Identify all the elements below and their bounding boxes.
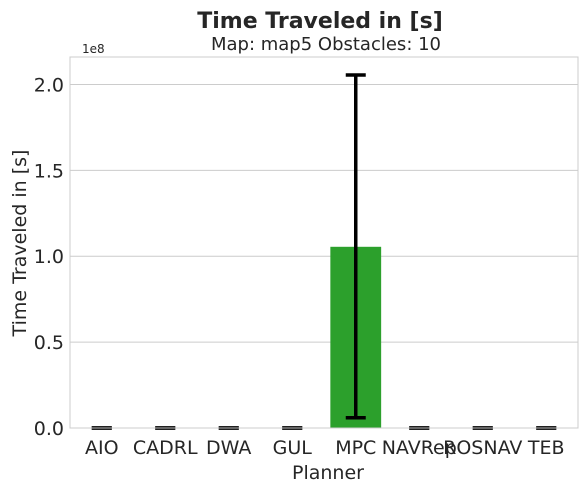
y-tick-label: 0.5	[34, 332, 64, 354]
x-tick-label: GUL	[273, 437, 313, 459]
x-axis-label: Planner	[292, 462, 364, 484]
y-tick-labels: 0.0 0.5 1.0 1.5 2.0	[34, 74, 64, 440]
x-tick-label: CADRL	[133, 437, 198, 459]
y-tick-label: 1.0	[34, 246, 64, 268]
y-axis-label: Time Traveled in [s]	[9, 150, 31, 338]
x-tick-label: AIO	[85, 437, 119, 459]
error-bars	[91, 73, 557, 430]
chart-subtitle: Map: map5 Obstacles: 10	[211, 34, 441, 55]
x-tick-label: DWA	[206, 437, 251, 459]
x-tick-label: NAVRep	[382, 437, 457, 459]
x-tick-label: MPC	[335, 437, 376, 459]
plot-frame	[69, 56, 579, 429]
x-tick-label: TEB	[527, 437, 565, 459]
y-tick-label: 1.5	[34, 160, 64, 182]
y-offset-label: 1e8	[82, 42, 105, 56]
y-tick-label: 0.0	[34, 418, 64, 440]
grid-lines	[70, 83, 578, 429]
x-tick-label: ROSNAV	[443, 437, 522, 459]
chart-title: Time Traveled in [s]	[197, 9, 443, 34]
y-tick-label: 2.0	[34, 74, 64, 96]
